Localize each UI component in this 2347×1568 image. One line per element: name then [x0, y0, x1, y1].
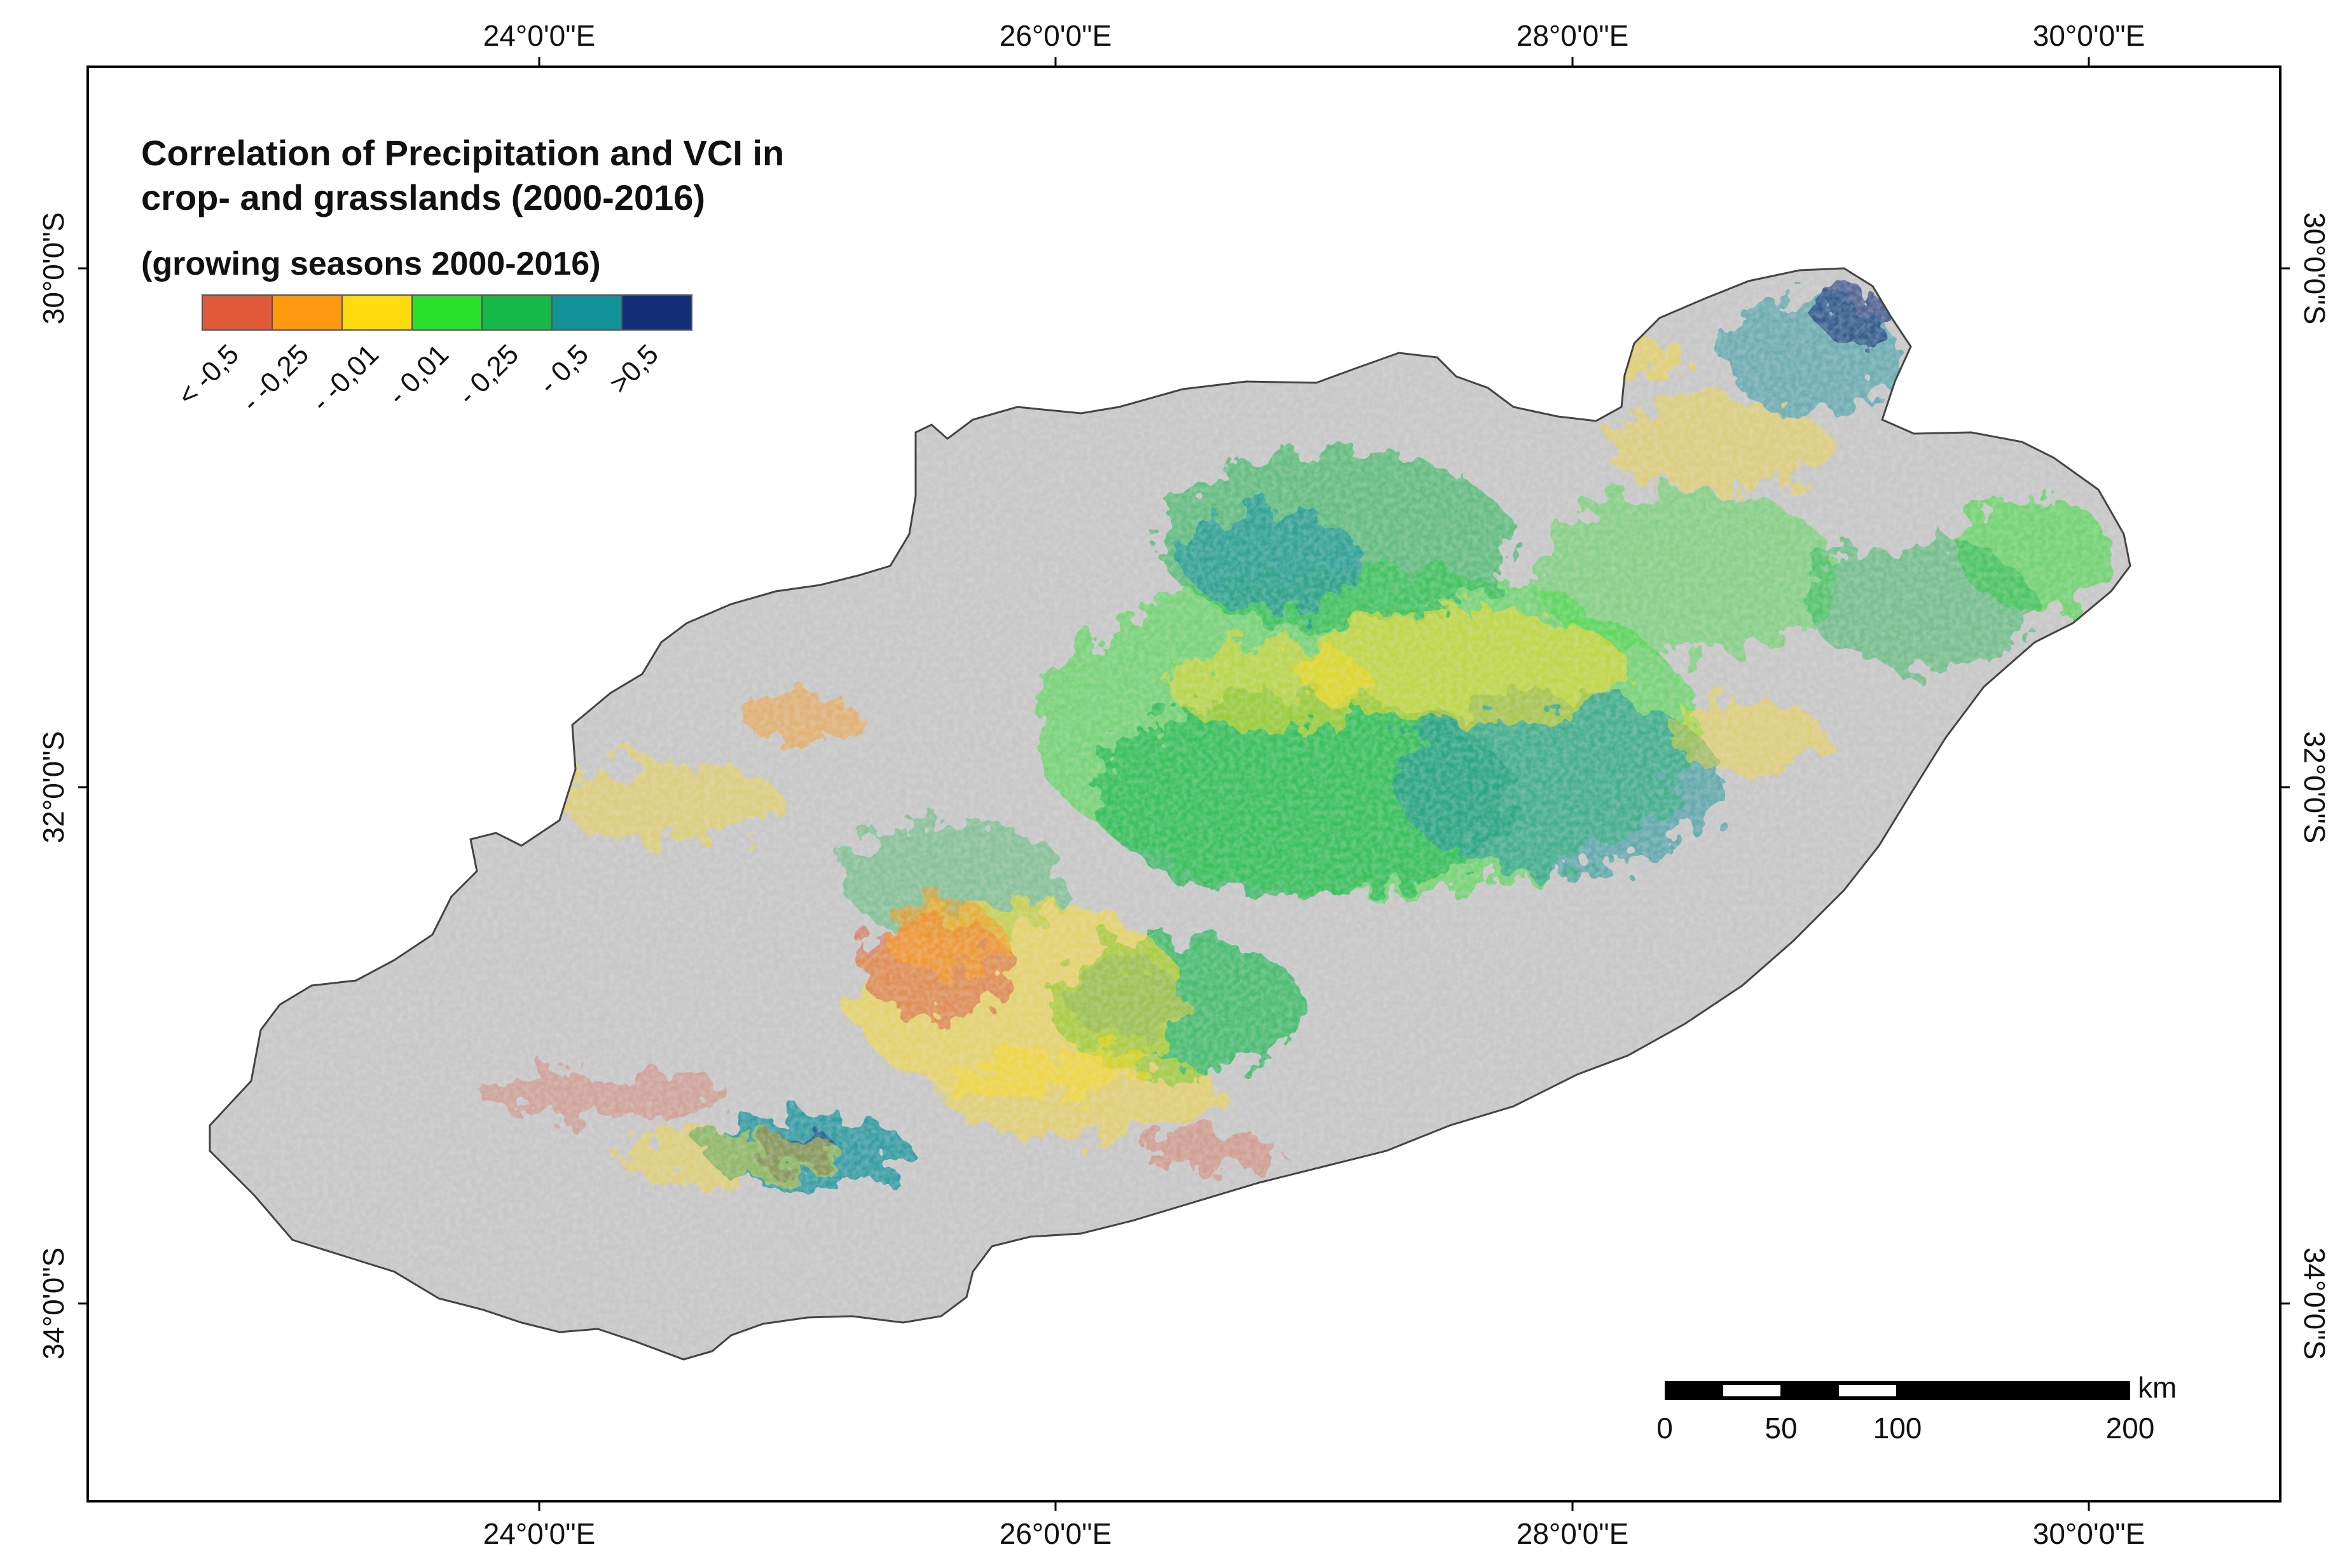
- legend-swatch-4: [411, 294, 483, 331]
- legend-label-6: - 0,5: [533, 338, 595, 400]
- legend-label-3: - -0,01: [305, 338, 385, 418]
- scale-bar-label-200: 200: [2106, 1412, 2155, 1445]
- top-lon-label-24: 24°0'0"E: [483, 19, 596, 52]
- bottom-lon-label-24: 24°0'0"E: [483, 1517, 596, 1550]
- map-subtitle: (growing seasons 2000-2016): [141, 245, 601, 282]
- scale-bar-unit: km: [2138, 1371, 2177, 1404]
- legend-label-5: - 0,25: [452, 338, 525, 411]
- legend-label-2: - -0,25: [235, 338, 315, 418]
- bottom-lon-label-28: 28°0'0"E: [1517, 1517, 1629, 1550]
- eastern-cape-land: [209, 267, 2131, 1361]
- bottom-lon-label-26: 26°0'0"E: [1000, 1517, 1112, 1550]
- legend-label-1: < -0,5: [172, 338, 245, 411]
- legend-swatch-6: [551, 294, 623, 331]
- legend-swatch-5: [481, 294, 553, 331]
- scale-bar-label-50: 50: [1765, 1412, 1797, 1445]
- correlation-raster: [210, 268, 2130, 1359]
- graticule-ticks: [78, 57, 2290, 1511]
- map-frame: [86, 65, 2282, 1503]
- scale-bar-label-0: 0: [1656, 1412, 1673, 1445]
- scale-bar: km 0 50 100 200: [1656, 1371, 2177, 1445]
- legend-swatch-2: [272, 294, 343, 331]
- top-lon-label-30: 30°0'0"E: [2033, 19, 2145, 52]
- right-lat-label-30: 30°0'0"S: [2298, 212, 2331, 325]
- left-lat-label-30: 30°0'0"S: [37, 212, 70, 325]
- map-title-line-1: Correlation of Precipitation and VCI in: [141, 133, 784, 173]
- bottom-lon-label-30: 30°0'0"E: [2033, 1517, 2145, 1550]
- right-lat-label-34: 34°0'0"S: [2298, 1248, 2331, 1360]
- right-lat-label-32: 32°0'0"S: [2298, 731, 2331, 844]
- map-title-line-2: crop- and grasslands (2000-2016): [141, 177, 705, 217]
- legend-label-7: >0,5: [603, 338, 664, 399]
- left-lat-label-32: 32°0'0"S: [37, 731, 70, 844]
- legend-swatch-3: [341, 294, 413, 331]
- legend-label-4: - 0,01: [382, 338, 455, 411]
- legend-swatch-7: [621, 294, 692, 331]
- top-lon-label-26: 26°0'0"E: [1000, 19, 1112, 52]
- scale-bar-label-100: 100: [1873, 1412, 1922, 1445]
- legend: < -0,5 - -0,25 - -0,01 - 0,01 - 0,25 - 0…: [172, 294, 692, 418]
- top-lon-label-28: 28°0'0"E: [1517, 19, 1629, 52]
- legend-swatch-1: [202, 294, 273, 331]
- left-lat-label-34: 34°0'0"S: [37, 1248, 70, 1360]
